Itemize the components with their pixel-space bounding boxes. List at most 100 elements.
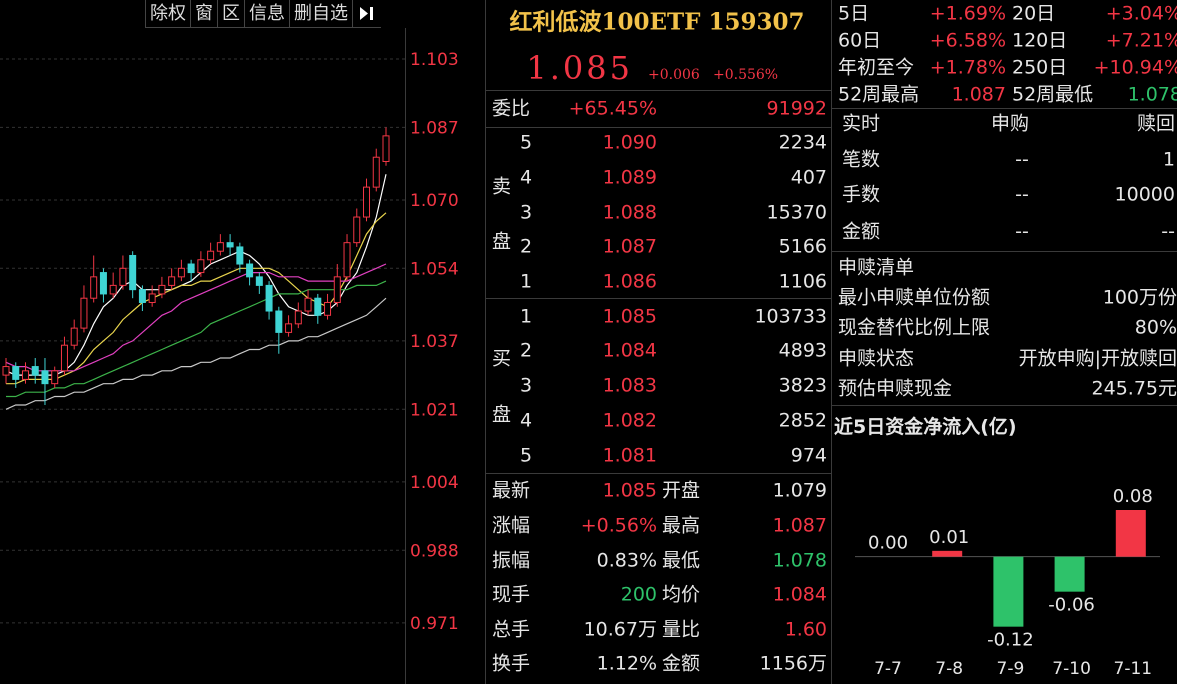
book-level: 1 (520, 305, 533, 328)
return-value: +1.69% (929, 2, 1006, 25)
book-volume: 1106 (778, 270, 827, 293)
bar (993, 556, 1024, 627)
price-change: +0.006 (648, 67, 700, 83)
return-label: 250日 (1012, 56, 1068, 79)
row-label: 手数 (842, 183, 881, 206)
stat-value: 10.67万 (583, 618, 657, 641)
divider (486, 473, 831, 474)
y-tick-label: 1.054 (410, 259, 459, 279)
stat-value: 1.084 (772, 583, 827, 606)
stat-label: 涨幅 (492, 514, 531, 537)
candle-body (187, 263, 195, 274)
divider (486, 298, 831, 299)
toolbar-button[interactable]: 区 (217, 0, 244, 27)
divider (485, 0, 486, 684)
candle-body (294, 310, 302, 325)
stat-value: 1.60 (784, 618, 827, 641)
candle-body (197, 259, 205, 274)
candle-body (60, 344, 68, 372)
return-label: 20日 (1012, 2, 1056, 25)
candle-body (12, 366, 20, 380)
toolbar-button[interactable]: 窗 (190, 0, 217, 27)
divider (486, 90, 831, 91)
row-value: 80% (1134, 316, 1177, 339)
bar (1115, 510, 1146, 557)
return-value: +3.04% (1105, 2, 1177, 25)
section-title: 申赎清单 (838, 256, 915, 279)
buy-side-label: 盘 (492, 403, 512, 426)
stat-value: 200 (620, 583, 657, 606)
row-value: 245.75元 (1091, 377, 1177, 400)
stat-label: 换手 (492, 652, 531, 675)
candle-body (207, 250, 215, 261)
stat-label: 均价 (662, 583, 701, 606)
row-label: 现金替代比例上限 (838, 316, 991, 339)
book-price: 1.085 (602, 305, 657, 328)
return-value: 1.078 (1127, 83, 1177, 106)
toolbar-icon[interactable] (352, 0, 381, 27)
x-tick-label: 7-9 (997, 659, 1025, 679)
row-label: 预估申赎现金 (838, 377, 953, 400)
book-volume: 15370 (766, 201, 827, 224)
candle-body (70, 327, 78, 346)
return-value: +6.58% (929, 29, 1006, 52)
subscribe-value: -- (1015, 220, 1029, 243)
column-header: 赎回 (1136, 112, 1175, 135)
order-ratio-label: 委比 (492, 97, 531, 120)
moving-average-line (6, 280, 387, 398)
stat-value: +0.56% (580, 514, 657, 537)
book-volume: 4893 (778, 339, 827, 362)
stat-value: 1.079 (772, 479, 827, 502)
row-value: 100万份 (1102, 286, 1177, 309)
moving-average-line (5, 297, 387, 410)
book-level: 4 (520, 409, 533, 432)
book-price: 1.088 (602, 201, 657, 224)
candle-body (216, 242, 224, 252)
stat-label: 总手 (492, 618, 531, 641)
fund-flow-chart: 近5日资金净流入(亿) 0.00 7-7 0.01 7-8 -0.12 7-9 -0.06 7-… (834, 415, 1160, 679)
candle-body (343, 242, 351, 278)
y-tick-label: 1.087 (410, 118, 459, 138)
moving-average-line (5, 263, 387, 372)
book-level: 2 (520, 235, 533, 258)
divider (832, 251, 1177, 252)
sell-side-label: 盘 (492, 230, 512, 253)
stat-label: 最新 (492, 479, 531, 502)
book-price: 1.090 (602, 131, 657, 154)
stat-label: 金额 (662, 652, 701, 675)
candle-body (382, 135, 390, 162)
book-level: 2 (520, 339, 533, 362)
book-volume: 2852 (778, 409, 827, 432)
panel-toggle-icon (360, 7, 373, 20)
divider (831, 0, 832, 684)
book-volume: 974 (790, 444, 827, 467)
divider (486, 127, 831, 128)
return-label: 52周最低 (1012, 83, 1094, 106)
candle-body (304, 297, 312, 312)
subscribe-value: -- (1015, 183, 1029, 206)
stat-value: 1.085 (602, 479, 657, 502)
candle-body (363, 186, 371, 218)
toolbar-button[interactable]: 信息 (244, 0, 289, 27)
row-label: 申赎状态 (838, 347, 915, 370)
redeem-value: -- (1161, 220, 1175, 243)
row-value: 开放申购|开放赎回 (1018, 347, 1177, 370)
value-label: 0.00 (868, 533, 908, 554)
y-tick-label: 1.037 (410, 332, 459, 352)
return-label: 5日 (838, 2, 870, 25)
x-tick-label: 7-10 (1052, 659, 1091, 679)
book-level: 5 (520, 444, 533, 467)
candle-body (129, 254, 137, 291)
candle-body (80, 297, 88, 329)
row-label: 笔数 (842, 148, 881, 171)
stat-value: 0.83% (596, 549, 657, 572)
book-level: 4 (520, 166, 533, 189)
candle-body (324, 301, 332, 316)
return-value: +10.94% (1093, 56, 1177, 79)
book-price: 1.086 (602, 270, 657, 293)
book-price: 1.084 (602, 339, 657, 362)
toolbar-button[interactable]: 删自选 (289, 0, 352, 27)
return-label: 60日 (838, 29, 882, 52)
book-level: 1 (520, 270, 533, 293)
toolbar-button[interactable]: 除权 (145, 0, 190, 27)
